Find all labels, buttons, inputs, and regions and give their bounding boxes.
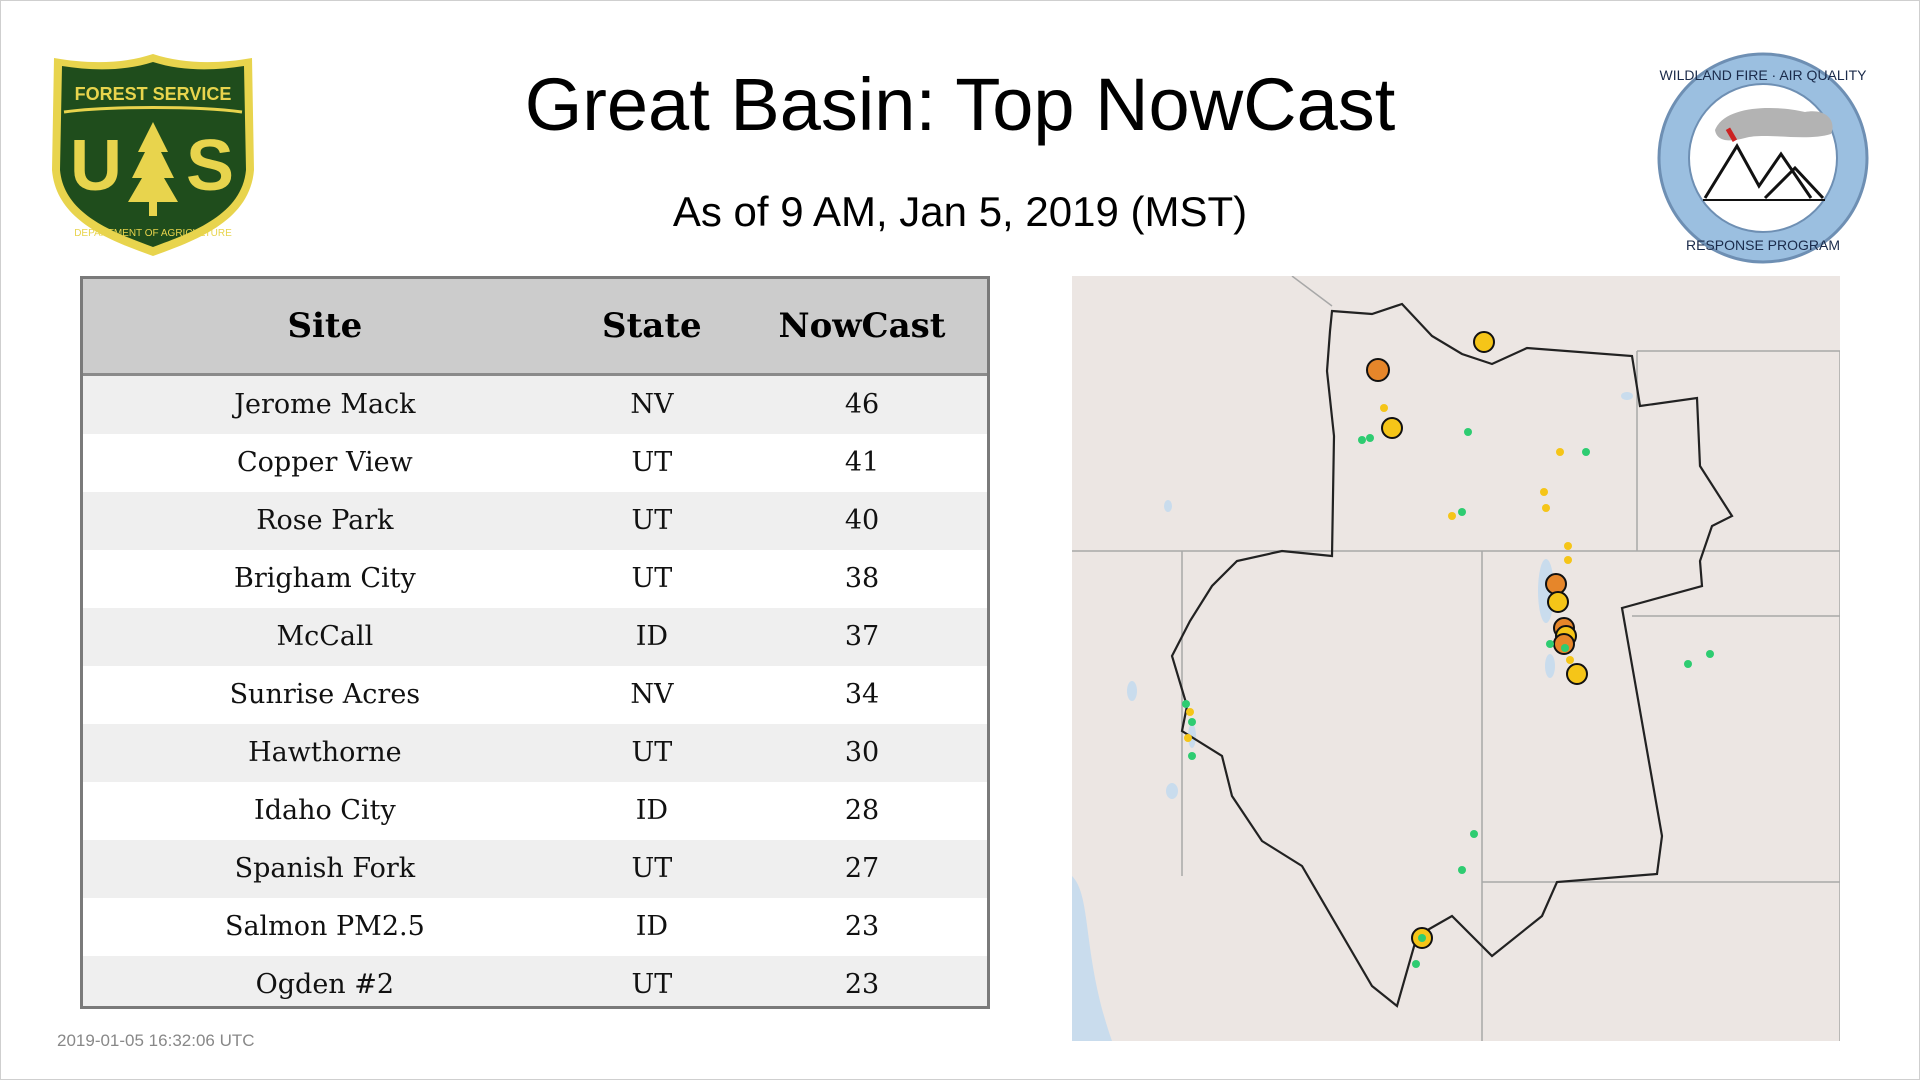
table-row: Sunrise Acres NV 34 [83,665,987,724]
site-marker-green [1561,644,1569,652]
cell-site: Ogden #2 [255,969,395,1000]
site-marker-green [1684,660,1692,668]
site-marker-yellow [1448,512,1456,520]
cell-nowcast: 34 [844,679,880,710]
cell-state: ID [635,911,669,942]
site-marker-yellow [1547,591,1569,613]
cell-state: UT [631,505,673,536]
cell-nowcast: 28 [844,795,880,826]
great-basin-map [1072,276,1840,1041]
cell-state: NV [630,679,674,710]
table-row: McCall ID 37 [83,607,987,666]
cell-nowcast: 38 [844,563,880,594]
cell-state: ID [635,795,669,826]
site-marker-green [1464,428,1472,436]
column-header-site: Site [83,279,567,376]
ocean-water [1072,876,1112,1041]
cell-nowcast: 46 [844,389,880,420]
site-marker-yellow [1473,331,1495,353]
site-marker-green [1412,960,1420,968]
site-marker-green [1188,718,1196,726]
cell-site: Copper View [237,447,413,478]
site-marker-green [1182,700,1190,708]
site-marker-green [1458,508,1466,516]
svg-text:U: U [70,126,122,206]
site-marker-green [1418,934,1426,942]
column-header-nowcast: NowCast [737,279,987,376]
cell-site: Idaho City [254,795,396,826]
column-header-state: State [566,279,738,376]
page-subtitle: As of 9 AM, Jan 5, 2019 (MST) [672,188,1248,235]
cell-site: Salmon PM2.5 [224,911,425,942]
svg-text:S: S [186,126,234,206]
cell-state: UT [631,853,673,884]
map-background [1072,276,1840,1041]
site-marker-orange [1366,358,1390,382]
site-marker-green [1358,436,1366,444]
table-row: Hawthorne UT 30 [83,723,987,782]
site-marker-yellow [1566,656,1574,664]
cell-nowcast: 27 [844,853,880,884]
site-marker-green [1582,448,1590,456]
cell-site: Jerome Mack [234,389,416,420]
cell-site: Sunrise Acres [229,679,421,710]
site-marker-yellow [1564,542,1572,550]
cell-site: McCall [276,621,374,652]
site-marker-green [1366,434,1374,442]
site-marker-green [1546,640,1554,648]
site-marker-yellow [1564,556,1572,564]
cell-nowcast: 41 [844,447,880,478]
cell-site: Hawthorne [248,737,402,768]
cell-nowcast: 30 [844,737,880,768]
cell-site: Brigham City [233,563,416,594]
site-marker-orange [1545,573,1567,595]
forest-service-shield-icon: FOREST SERVICE U S DEPARTMENT OF AGRICUL… [52,54,254,256]
cell-state: UT [631,969,673,1000]
cell-nowcast: 23 [844,911,880,942]
site-markers [1182,331,1714,968]
table-row: Spanish Fork UT 27 [83,839,987,898]
cell-state: NV [630,389,674,420]
site-marker-yellow [1566,663,1588,685]
table-row: Salmon PM2.5 ID 23 [83,897,987,956]
cell-nowcast: 37 [844,621,880,652]
cell-state: UT [631,563,673,594]
table-row: Ogden #2 UT 23 [83,955,987,1006]
site-marker-green [1706,650,1714,658]
nowcast-table: Site State NowCast Jerome Mack NV 46 Copper… [80,276,990,1009]
state-lines [1072,276,1840,1041]
svg-text:FOREST SERVICE: FOREST SERVICE [75,84,232,104]
site-marker-yellow [1184,734,1192,742]
table-body: Jerome Mack NV 46 Copper View UT 41 Rose Park U… [83,374,987,1006]
table-header-row: Site State NowCast [83,279,987,376]
table-row: Copper View UT 41 [83,433,987,492]
page-title: Great Basin: Top NowCast [524,63,1396,146]
table-row: Jerome Mack NV 46 [83,374,987,434]
table-row: Idaho City ID 28 [83,781,987,840]
svg-text:RESPONSE PROGRAM: RESPONSE PROGRAM [1686,237,1840,253]
region-boundary [1170,302,1734,1008]
site-marker-green [1470,830,1478,838]
site-marker-green [1458,866,1466,874]
wildland-fire-air-quality-icon: WILDLAND FIRE · AIR QUALITY RESPONSE PRO… [1657,52,1869,264]
svg-text:WILDLAND FIRE · AIR QUALITY: WILDLAND FIRE · AIR QUALITY [1660,67,1868,83]
cell-site: Spanish Fork [234,853,416,884]
table-row: Brigham City UT 38 [83,549,987,608]
cell-state: UT [631,737,673,768]
site-marker-green [1188,752,1196,760]
cell-site: Rose Park [256,505,394,536]
site-marker-yellow [1381,417,1403,439]
site-marker-yellow [1380,404,1388,412]
site-marker-yellow [1186,708,1194,716]
site-marker-yellow [1556,448,1564,456]
cell-state: UT [631,447,673,478]
site-marker-yellow [1542,504,1550,512]
cell-nowcast: 40 [844,505,880,536]
site-marker-yellow [1540,488,1548,496]
cell-nowcast: 23 [844,969,880,1000]
table-row: Rose Park UT 40 [83,491,987,550]
svg-text:DEPARTMENT OF AGRICULTURE: DEPARTMENT OF AGRICULTURE [74,228,232,239]
cell-state: ID [635,621,669,652]
generated-timestamp: 2019-01-05 16:32:06 UTC [57,1031,255,1050]
